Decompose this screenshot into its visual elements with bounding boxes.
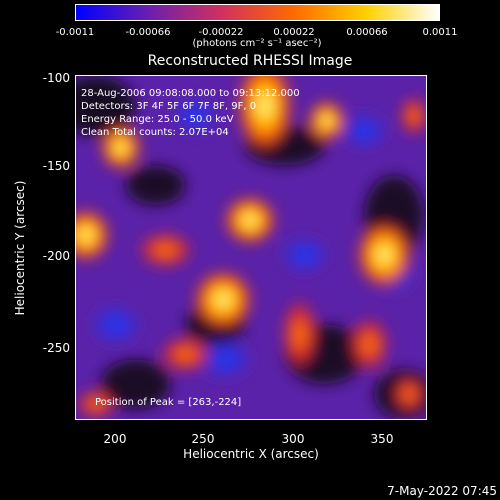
image-plot[interactable]: [75, 75, 427, 420]
y-tick-label: -250: [42, 341, 70, 355]
x-tick-label: 350: [370, 432, 394, 446]
y-tick-label: -150: [42, 159, 70, 173]
y-tick-label: -200: [42, 249, 70, 263]
info-time-range: 28-Aug-2006 09:08:08.000 to 09:13:12.000: [81, 88, 300, 99]
x-axis-label: Heliocentric X (arcsec): [183, 447, 319, 461]
peak-position-label: Position of Peak = [263,-224]: [95, 397, 242, 408]
info-energy-range: Energy Range: 25.0 - 50.0 keV: [81, 114, 234, 125]
colorbar-unit: (photons cm⁻² s⁻¹ asec⁻²): [192, 38, 322, 49]
plot-title: Reconstructed RHESSI Image: [147, 53, 353, 69]
rhessi-image: [76, 76, 426, 419]
colorbar-tick: 0.00022: [273, 27, 315, 38]
timestamp: 7-May-2022 07:45: [387, 484, 497, 498]
image-blobs: [76, 76, 426, 419]
y-tick-label: -100: [42, 71, 70, 85]
colorbar-tick: -0.00022: [198, 27, 244, 38]
x-tick-label: 200: [103, 432, 127, 446]
x-tick-label: 300: [281, 432, 305, 446]
colorbar: [75, 4, 440, 21]
info-clean-counts: Clean Total counts: 2.07E+04: [81, 127, 229, 138]
info-detectors: Detectors: 3F 4F 5F 6F 7F 8F, 9F, 0: [81, 101, 257, 112]
colorbar-tick: 0.0011: [422, 27, 458, 38]
colorbar-tick: 0.00066: [346, 27, 388, 38]
x-tick-label: 250: [191, 432, 215, 446]
colorbar-tick: -0.0011: [55, 27, 95, 38]
y-axis-label: Heliocentric Y (arcsec): [13, 180, 27, 316]
colorbar-tick: -0.00066: [125, 27, 171, 38]
